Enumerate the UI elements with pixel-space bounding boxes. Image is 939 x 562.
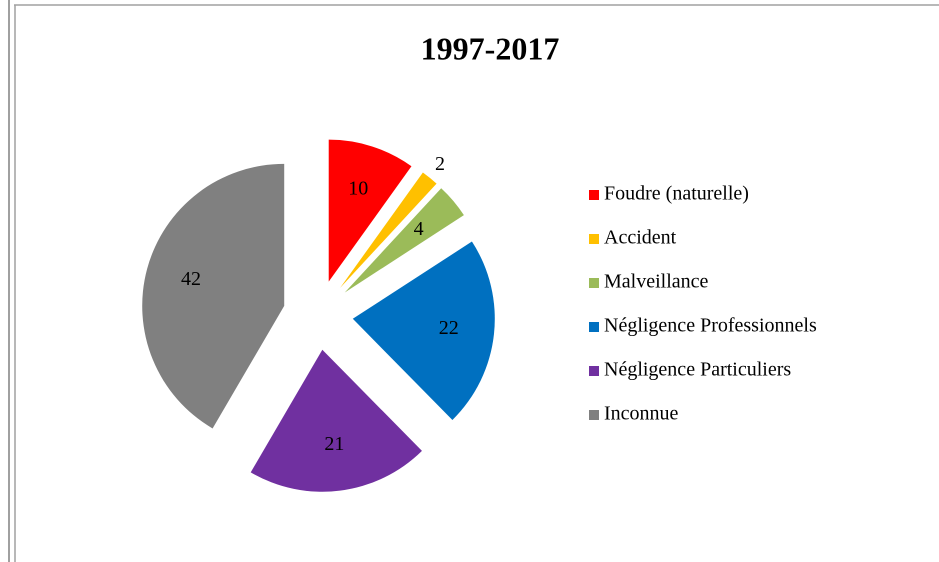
- legend-swatch: [589, 410, 599, 420]
- pie-slice: [142, 163, 285, 429]
- legend-label: Inconnue: [604, 403, 679, 425]
- data-label: 2: [435, 153, 445, 175]
- legend-swatch: [589, 366, 599, 376]
- legend-swatch: [589, 234, 599, 244]
- pie-slice: [344, 188, 464, 293]
- legend-swatch: [589, 190, 599, 200]
- data-label: 22: [439, 317, 459, 339]
- legend-label: Malveillance: [604, 271, 709, 293]
- legend-label: Accident: [604, 227, 677, 249]
- legend-label: Négligence Professionnels: [604, 315, 817, 337]
- pie-slice: [250, 349, 422, 492]
- chart-title: 1997-2017: [421, 30, 560, 66]
- data-label: 21: [324, 433, 344, 455]
- pie-slice: [352, 241, 495, 420]
- data-label: 10: [348, 177, 368, 199]
- legend-swatch: [589, 278, 599, 288]
- data-label: 4: [414, 218, 424, 240]
- legend-label: Négligence Particuliers: [604, 359, 791, 381]
- pie-slice: [340, 172, 437, 288]
- legend-swatch: [589, 322, 599, 332]
- data-label: 42: [181, 268, 201, 290]
- legend-label: Foudre (naturelle): [604, 183, 749, 205]
- pie-slice: [328, 139, 412, 282]
